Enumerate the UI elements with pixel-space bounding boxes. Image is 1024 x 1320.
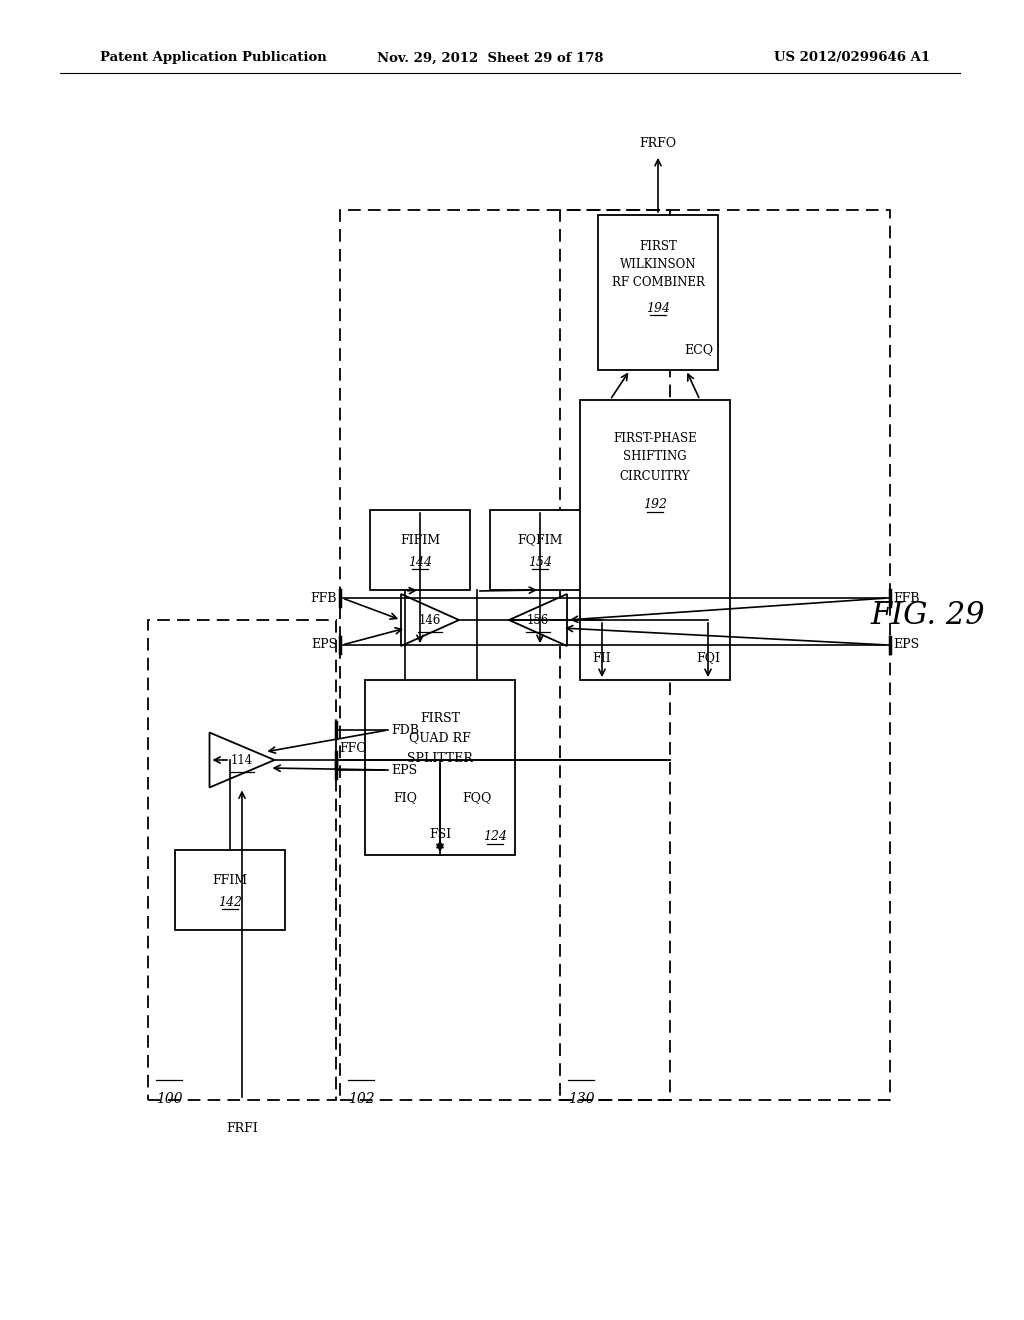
FancyBboxPatch shape [580,400,730,680]
Polygon shape [509,594,567,645]
Text: RF COMBINER: RF COMBINER [611,276,705,289]
Text: SHIFTING: SHIFTING [624,450,687,463]
Text: US 2012/0299646 A1: US 2012/0299646 A1 [774,51,930,65]
Text: FQFIM: FQFIM [517,533,563,546]
Text: 146: 146 [419,614,441,627]
FancyBboxPatch shape [370,510,470,590]
Text: FQI: FQI [696,652,720,664]
Text: 102: 102 [348,1092,375,1106]
FancyBboxPatch shape [490,510,590,590]
FancyBboxPatch shape [365,680,515,855]
Polygon shape [401,594,459,645]
Text: FIRST: FIRST [639,240,677,253]
Text: 100: 100 [156,1092,182,1106]
Text: FIFIM: FIFIM [400,533,440,546]
Text: 142: 142 [218,895,242,908]
Text: FIRST: FIRST [420,711,460,725]
Text: FRFI: FRFI [226,1122,258,1135]
Text: FSI: FSI [429,829,451,842]
Text: FIRST-PHASE: FIRST-PHASE [613,432,697,445]
FancyBboxPatch shape [175,850,285,931]
Text: EPS: EPS [893,639,920,652]
Text: 154: 154 [528,556,552,569]
Text: FRFO: FRFO [639,137,677,150]
Text: FFO: FFO [339,742,367,755]
Text: FIQ: FIQ [393,792,417,804]
Text: 114: 114 [230,754,253,767]
FancyBboxPatch shape [598,215,718,370]
Text: ECQ: ECQ [684,343,713,356]
Text: 130: 130 [568,1092,595,1106]
Text: FFB: FFB [893,591,920,605]
Text: 144: 144 [408,556,432,569]
Text: 192: 192 [643,499,667,511]
Text: QUAD RF: QUAD RF [410,731,471,744]
Text: FFB: FFB [310,591,337,605]
Text: Patent Application Publication: Patent Application Publication [100,51,327,65]
Text: FQQ: FQQ [462,792,492,804]
Text: EPS: EPS [311,639,337,652]
Text: 194: 194 [646,301,670,314]
Text: CIRCUITRY: CIRCUITRY [620,470,690,483]
Text: 124: 124 [483,830,507,843]
Text: EPS: EPS [391,763,417,776]
Text: Nov. 29, 2012  Sheet 29 of 178: Nov. 29, 2012 Sheet 29 of 178 [377,51,603,65]
Polygon shape [210,733,274,788]
Text: SPLITTER: SPLITTER [408,751,473,764]
Text: 156: 156 [526,614,549,627]
Text: FII: FII [593,652,611,664]
Text: FFIM: FFIM [212,874,248,887]
Text: WILKINSON: WILKINSON [620,259,696,272]
Text: FDB: FDB [391,723,419,737]
Text: FIG. 29: FIG. 29 [870,599,985,631]
